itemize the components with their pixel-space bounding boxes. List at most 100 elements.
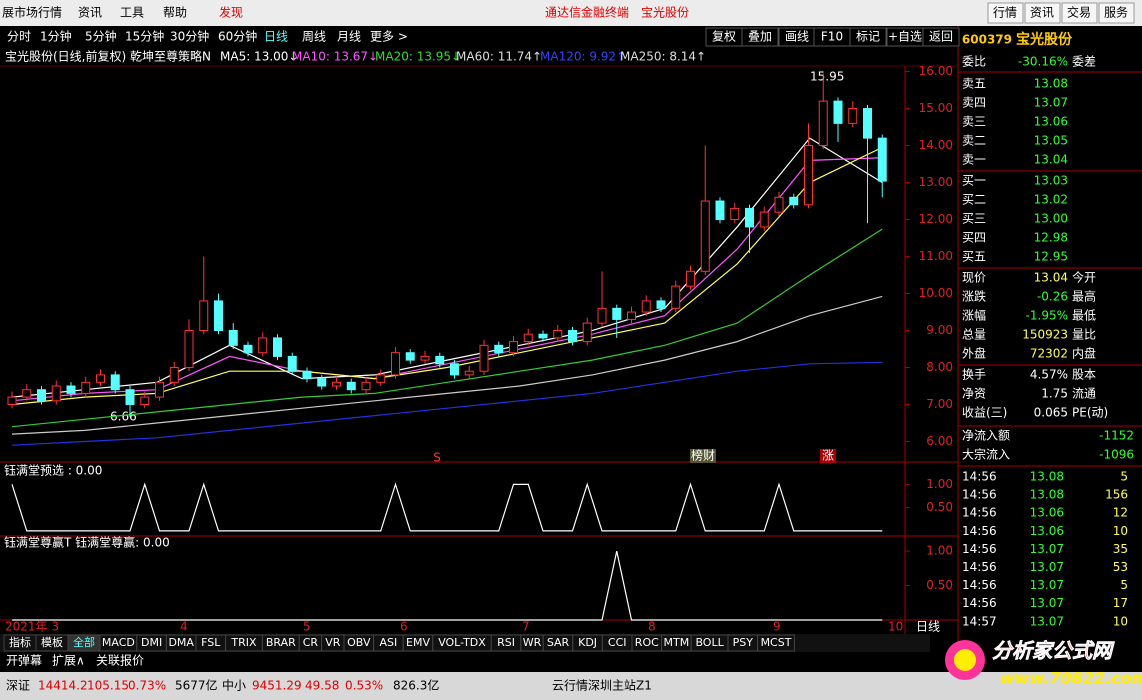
button[interactable] bbox=[741, 27, 779, 47]
button[interactable] bbox=[922, 27, 960, 47]
candle-body bbox=[597, 307, 607, 324]
candle-body bbox=[759, 211, 769, 228]
period-tab[interactable]: 15分钟 bbox=[125, 29, 164, 44]
period-tab[interactable]: 日线 bbox=[264, 30, 288, 44]
period-tab[interactable]: 60分钟 bbox=[218, 29, 257, 44]
ask-row: 13.07 bbox=[1034, 96, 1068, 110]
y-tick-label: 10.00 bbox=[919, 286, 953, 300]
menu-item[interactable]: 展市场行情 bbox=[2, 5, 62, 20]
candle-body bbox=[671, 285, 681, 309]
menu-bar bbox=[0, 0, 1142, 26]
weibi: 委差 bbox=[1072, 55, 1096, 69]
tab-label[interactable]: 模板 bbox=[41, 635, 63, 649]
button-label[interactable]: F10 bbox=[821, 30, 843, 44]
status-item: 深证 bbox=[6, 679, 30, 693]
button-label[interactable]: 资讯 bbox=[1030, 6, 1054, 20]
tab-label[interactable]: DMI bbox=[141, 636, 162, 649]
button-label[interactable]: 叠加 bbox=[748, 30, 772, 44]
tab-label[interactable]: MTM bbox=[664, 636, 690, 649]
button-label[interactable]: 服务 bbox=[1104, 5, 1128, 20]
candle-body bbox=[523, 333, 533, 343]
tab-label[interactable]: RSI bbox=[497, 636, 515, 649]
tab-label[interactable]: FSL bbox=[201, 636, 221, 649]
candle-body bbox=[804, 145, 813, 206]
status-item: 9451.29 bbox=[252, 679, 302, 693]
button-label[interactable]: 返回 bbox=[929, 30, 953, 44]
tab-label[interactable]: ROC bbox=[635, 636, 659, 649]
menu-item[interactable]: 工具 bbox=[120, 6, 144, 20]
button-label[interactable]: 标记 bbox=[856, 30, 880, 44]
y-tick-label: 1.00 bbox=[926, 544, 953, 558]
tick-row: 13.07 bbox=[1030, 542, 1064, 556]
ma-legend: MA20: 13.95↓ bbox=[375, 50, 461, 64]
tab-label[interactable]: MCST bbox=[761, 636, 792, 649]
button-label[interactable]: 行情 bbox=[993, 6, 1017, 20]
ma-legend: MA10: 13.67↓ bbox=[292, 50, 378, 64]
button-label[interactable]: 复权 bbox=[712, 30, 736, 44]
tab-label[interactable]: WR bbox=[523, 636, 542, 649]
tab-label[interactable]: 指标 bbox=[9, 635, 31, 649]
tick-row: 14:56 bbox=[962, 560, 997, 574]
period-tab[interactable]: 1分钟 bbox=[40, 29, 72, 44]
tab-label[interactable]: ASI bbox=[380, 636, 398, 649]
y-tick-label: 14.00 bbox=[919, 138, 953, 152]
tab-label[interactable]: VR bbox=[325, 636, 341, 649]
candle-body bbox=[346, 381, 356, 391]
candle-body bbox=[627, 311, 636, 320]
bottom-button[interactable]: 开弹幕 bbox=[6, 654, 42, 668]
candle-body bbox=[37, 389, 46, 402]
period-tab[interactable]: 5分钟 bbox=[85, 29, 117, 44]
button-label[interactable]: 画线 bbox=[785, 30, 809, 44]
tab-label[interactable]: TRIX bbox=[230, 636, 257, 649]
tab-label[interactable]: 全部 bbox=[73, 635, 95, 649]
candle-body bbox=[110, 374, 120, 391]
stat-row: 流通 bbox=[1072, 387, 1096, 401]
period-tab[interactable]: 周线 bbox=[302, 30, 326, 44]
tab-label[interactable]: VOL-TDX bbox=[438, 636, 486, 649]
stat-row: 外盘 bbox=[962, 346, 986, 361]
period-tab[interactable]: 30分钟 bbox=[170, 29, 209, 44]
tab-label[interactable]: MACD bbox=[102, 636, 135, 649]
stat-row: 150923 bbox=[1022, 328, 1068, 342]
tab-label[interactable]: PSY bbox=[733, 636, 754, 649]
button[interactable] bbox=[1024, 2, 1061, 24]
candle-body bbox=[317, 378, 327, 387]
button-label[interactable]: +自选 bbox=[888, 30, 922, 44]
status-item: 0.53% bbox=[345, 679, 383, 693]
y-tick-label: 0.50 bbox=[926, 500, 953, 514]
ma-line bbox=[11, 146, 883, 406]
candle-body bbox=[287, 355, 297, 372]
tab-label[interactable]: CR bbox=[303, 636, 319, 649]
tab-label[interactable]: KDJ bbox=[578, 636, 597, 649]
button[interactable] bbox=[1098, 2, 1135, 24]
period-tab[interactable]: 月线 bbox=[337, 30, 361, 44]
tab-label[interactable]: BRAR bbox=[266, 636, 296, 649]
tab-label[interactable]: CCI bbox=[608, 636, 627, 649]
button[interactable] bbox=[1061, 2, 1098, 24]
tab-label[interactable]: SAR bbox=[547, 636, 570, 649]
status-item: 14414.2 bbox=[38, 679, 88, 693]
menu-item[interactable]: 帮助 bbox=[163, 6, 187, 20]
menu-item[interactable]: 发现 bbox=[219, 5, 243, 20]
y-tick-label: 6.00 bbox=[926, 434, 953, 448]
button[interactable] bbox=[849, 27, 887, 47]
tab-label[interactable]: DMA bbox=[168, 636, 194, 649]
tab-label[interactable]: EMV bbox=[406, 636, 430, 649]
button[interactable] bbox=[987, 2, 1024, 24]
tab[interactable] bbox=[757, 634, 795, 652]
stat-row: 13.04 bbox=[1034, 271, 1068, 285]
period-tab[interactable]: 分时 bbox=[7, 30, 31, 44]
bottom-button[interactable]: 扩展∧ bbox=[52, 654, 85, 668]
tab-label[interactable]: OBV bbox=[347, 636, 371, 649]
tab-label[interactable]: BOLL bbox=[695, 636, 724, 649]
marker: 榜财 bbox=[691, 448, 715, 463]
date-label: 7 bbox=[522, 620, 530, 634]
period-tab[interactable]: 更多 > bbox=[370, 30, 408, 44]
button-label[interactable]: 交易 bbox=[1067, 5, 1091, 20]
candle-body bbox=[582, 322, 592, 343]
bottom-button[interactable]: 关联报价 bbox=[96, 653, 144, 668]
menu-item[interactable]: 资讯 bbox=[78, 6, 102, 20]
candle-body bbox=[863, 108, 872, 139]
candle-body bbox=[184, 330, 194, 369]
